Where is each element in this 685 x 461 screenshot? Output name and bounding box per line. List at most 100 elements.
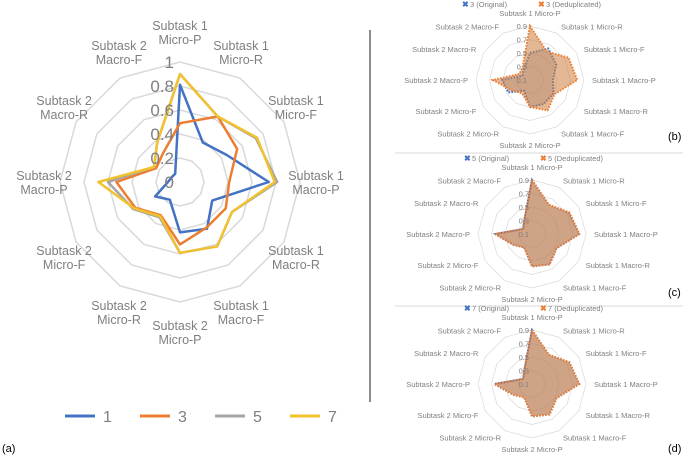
legend-marker-icon: ✖ xyxy=(538,0,545,9)
tick-label: 0.5 xyxy=(517,49,527,58)
category-label: Subtask 2 Macro-P xyxy=(404,76,468,85)
category-label: Subtask 1 Micro-R xyxy=(563,176,625,185)
tick-label: 0.5 xyxy=(519,203,529,212)
category-label: Subtask 2 Macro-R xyxy=(412,45,477,54)
category-label: Subtask 1 Micro-R xyxy=(213,39,269,67)
grid-ring xyxy=(59,61,301,303)
panel-label-c: (c) xyxy=(668,287,681,299)
tick-label: 0.9 xyxy=(519,326,529,335)
category-label: Subtask 2 Macro-P xyxy=(406,230,470,239)
panel-label-b: (b) xyxy=(668,131,681,143)
series-area-7-deduplicated- xyxy=(492,327,581,418)
category-label: Subtask 1 Micro-R xyxy=(561,22,623,31)
tick-label: 0.3 xyxy=(517,63,527,72)
legend-label: 7 (Original) xyxy=(472,304,510,313)
category-label: Subtask 2 Micro-F xyxy=(415,107,476,116)
category-label: Subtask 1 Macro-F xyxy=(213,299,269,327)
tick-label: 0.3 xyxy=(519,217,529,226)
category-label: Subtask 1 Macro-P xyxy=(594,380,658,389)
series-line-3 xyxy=(115,115,239,246)
category-label: Subtask 2 Micro-P xyxy=(499,141,560,150)
category-label: Subtask 2 Micro-R xyxy=(439,434,501,443)
tick-label: 0.8 xyxy=(150,77,174,96)
legend-marker-icon: ✖ xyxy=(464,304,471,313)
category-label: Subtask 1 Macro-R xyxy=(268,244,324,272)
category-label: Subtask 1 Micro-F xyxy=(268,94,324,122)
tick-label: 0.4 xyxy=(150,125,174,144)
category-label: Subtask 2 Micro-P xyxy=(501,445,562,454)
radar-chart-a: Subtask 1 Micro-P Subtask 1 Micro-R Subtask … xyxy=(16,19,344,426)
category-label: Subtask 1 Macro-R xyxy=(584,107,649,116)
category-label: Subtask 2 Micro-F xyxy=(417,261,478,270)
category-label: Subtask 1 Micro-P xyxy=(501,313,562,322)
category-label: Subtask 2 Micro-P xyxy=(152,319,208,347)
category-label: Subtask 1 Macro-R xyxy=(586,261,651,270)
category-label: Subtask 1 Micro-P xyxy=(501,163,562,172)
category-label: Subtask 1 Micro-F xyxy=(584,45,645,54)
category-label: Subtask 2 Micro-F xyxy=(417,411,478,420)
category-label: Subtask 1 Micro-F xyxy=(586,349,647,358)
panel-label-a: (a) xyxy=(2,443,15,455)
legend-label: 5 (Original) xyxy=(472,154,510,163)
category-label: Subtask 2 Macro-F xyxy=(438,326,502,335)
category-label: Subtask 1 Micro-P xyxy=(152,19,208,47)
legend-marker-icon: ✖ xyxy=(462,0,469,9)
category-label: Subtask 1 Macro-P xyxy=(288,169,344,197)
tick-label: 0.1 xyxy=(517,76,527,85)
legend-label: 3 (Deduplicated) xyxy=(546,0,602,9)
tick-label: 0.7 xyxy=(519,190,529,199)
tick-label: 0 xyxy=(165,173,174,192)
series-line-7 xyxy=(97,72,277,255)
tick-label: 1 xyxy=(165,53,174,72)
tick-label: 0.7 xyxy=(519,340,529,349)
category-label: Subtask 1 Macro-F xyxy=(563,284,627,293)
tick-label: 0.3 xyxy=(519,367,529,376)
category-label: Subtask 1 Micro-R xyxy=(563,326,625,335)
legend-label: 3 xyxy=(178,409,187,426)
tick-label: 0.5 xyxy=(519,353,529,362)
category-label: Subtask 1 Macro-F xyxy=(561,130,625,139)
legend-marker-icon: ✖ xyxy=(464,154,471,163)
legend-label: 5 (Deduplicated) xyxy=(548,154,604,163)
tick-label: 0.7 xyxy=(517,36,527,45)
tick-label: 0.6 xyxy=(150,101,174,120)
category-label: Subtask 1 Micro-P xyxy=(499,9,560,18)
series-line-1 xyxy=(153,83,271,234)
legend-label: 3 (Original) xyxy=(470,0,508,9)
series-area-5-deduplicated- xyxy=(492,177,581,268)
tick-label: 0.1 xyxy=(519,230,529,239)
grid-ring xyxy=(477,179,587,289)
category-label: Subtask 2 Macro-F xyxy=(438,176,502,185)
category-label: Subtask 2 Macro-R xyxy=(414,349,479,358)
legend-label: 5 xyxy=(253,409,262,426)
category-label: Subtask 1 Macro-P xyxy=(592,76,656,85)
category-label: Subtask 1 Macro-P xyxy=(594,230,658,239)
category-label: Subtask 2 Macro-F xyxy=(91,39,147,67)
category-label: Subtask 2 Macro-R xyxy=(36,94,92,122)
legend-label: 1 xyxy=(103,409,112,426)
category-label: Subtask 2 Micro-R xyxy=(437,130,499,139)
grid-ring xyxy=(155,157,205,207)
category-label: Subtask 2 Macro-P xyxy=(16,169,72,197)
legend-label: 7 (Deduplicated) xyxy=(548,304,604,313)
category-label: Subtask 2 Micro-P xyxy=(501,295,562,304)
category-label: Subtask 2 Micro-F xyxy=(36,244,92,272)
category-label: Subtask 2 Macro-R xyxy=(414,199,479,208)
tick-label: 0.9 xyxy=(517,22,527,31)
category-label: Subtask 2 Micro-R xyxy=(439,284,501,293)
grid-ring xyxy=(477,329,587,439)
category-label: Subtask 2 Macro-F xyxy=(436,22,500,31)
panel-label-d: (d) xyxy=(668,443,681,455)
tick-label: 0.9 xyxy=(519,176,529,185)
category-label: Subtask 2 Macro-P xyxy=(406,380,470,389)
series-area-3-deduplicated- xyxy=(490,23,579,112)
grid-ring xyxy=(475,25,585,135)
legend-marker-icon: ✖ xyxy=(540,154,547,163)
tick-label: 0.1 xyxy=(519,380,529,389)
grid-ring xyxy=(83,85,277,279)
category-label: Subtask 1 Micro-F xyxy=(586,199,647,208)
